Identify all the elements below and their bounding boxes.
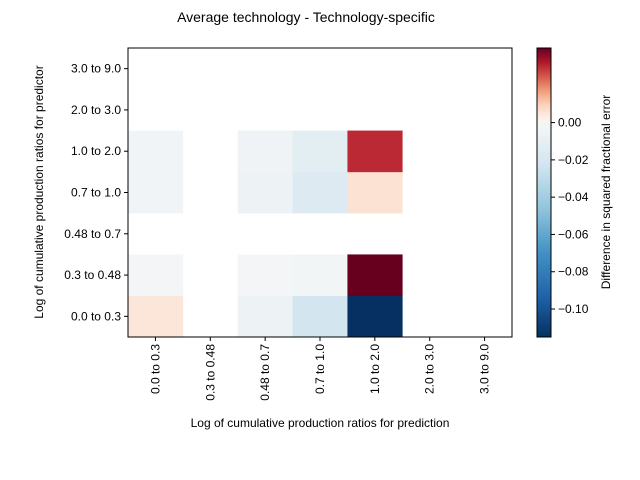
x-axis-label: Log of cumulative production ratios for … [191, 416, 450, 430]
heatmap-cell [128, 171, 184, 214]
colorbar-tick-label: −0.04 [558, 190, 589, 204]
heatmap-cell [292, 130, 348, 173]
colorbar-tick-label: −0.02 [558, 153, 589, 167]
y-tick-label: 2.0 to 3.0 [71, 103, 121, 117]
heatmap-cell [128, 254, 184, 297]
heatmap-cells [128, 130, 403, 338]
heatmap-cell [347, 295, 403, 338]
heatmap-cell [347, 130, 403, 173]
chart-title: Average technology - Technology-specific [177, 9, 435, 25]
x-tick-label: 3.0 to 9.0 [478, 344, 492, 394]
x-tick-label: 0.3 to 0.48 [203, 344, 217, 401]
x-tick-label: 0.0 to 0.3 [148, 344, 162, 394]
y-tick-label: 0.0 to 0.3 [71, 309, 121, 323]
heatmap-cell [237, 130, 293, 173]
heatmap-cell [237, 171, 293, 214]
y-axis-label: Log of cumulative production ratios for … [32, 65, 46, 318]
heatmap-cell [237, 254, 293, 297]
x-tick-label: 2.0 to 3.0 [423, 344, 437, 394]
colorbar-tick-label: 0.00 [558, 116, 582, 130]
x-tick-label: 0.48 to 0.7 [258, 344, 272, 401]
colorbar-tick-label: −0.08 [558, 265, 589, 279]
x-axis-ticks: 0.0 to 0.3 0.3 to 0.48 0.48 to 0.7 0.7 to 1… [148, 337, 492, 401]
colorbar [536, 47, 552, 338]
heatmap-cell [237, 295, 293, 338]
x-tick-label: 1.0 to 2.0 [368, 344, 382, 394]
colorbar-ticks: 0.00 −0.02 −0.04 −0.06 −0.08 −0.10 [551, 116, 589, 316]
heatmap-cell [292, 254, 348, 297]
y-tick-label: 0.7 to 1.0 [71, 186, 121, 200]
y-tick-label: 0.48 to 0.7 [64, 227, 121, 241]
y-axis-ticks: 0.0 to 0.3 0.3 to 0.48 0.48 to 0.7 0.7 to 1… [64, 62, 128, 323]
heatmap-cell [292, 171, 348, 214]
heatmap-cell [347, 171, 403, 214]
heatmap-cell [128, 130, 184, 173]
y-tick-label: 1.0 to 2.0 [71, 144, 121, 158]
heatmap-cell [128, 295, 184, 338]
heatmap-cell [292, 295, 348, 338]
colorbar-label: Difference in squared fractional error [599, 95, 613, 290]
x-tick-label: 0.7 to 1.0 [313, 344, 327, 394]
colorbar-tick-label: −0.10 [558, 302, 589, 316]
y-tick-label: 0.3 to 0.48 [64, 268, 121, 282]
heatmap-cell [347, 254, 403, 297]
colorbar-tick-label: −0.06 [558, 227, 589, 241]
y-tick-label: 3.0 to 9.0 [71, 62, 121, 76]
